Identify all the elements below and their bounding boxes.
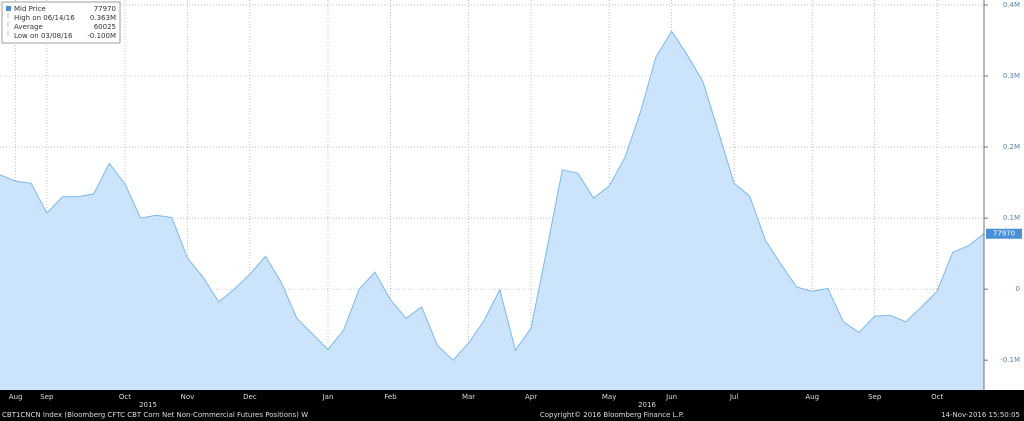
x-tick-label: Sep (40, 393, 54, 401)
area (0, 31, 984, 391)
stat-value: 0.363M (90, 14, 116, 22)
stat-label: Average (14, 23, 43, 31)
x-tick-label: Sep (868, 393, 882, 401)
last-value-label: 77970 (993, 230, 1015, 238)
y-tick-label: 0 (1016, 285, 1020, 293)
x-tick-label: Jul (729, 393, 739, 401)
stat-value: -0.100M (87, 32, 116, 40)
legend-value: 77970 (94, 5, 116, 13)
y-tick-label: 0.4M (1003, 1, 1020, 9)
y-tick-label: -0.1M (1000, 356, 1020, 364)
x-tick-label: Mar (462, 393, 475, 401)
stat-label: High on 06/14/16 (14, 14, 75, 22)
legend-label: Mid Price (14, 5, 46, 13)
year-label: 2015 (139, 401, 157, 409)
year-label: 2016 (638, 401, 656, 409)
footer-right: 14-Nov-2016 15:50:05 (941, 411, 1020, 419)
line (0, 30, 985, 361)
x-tick-label: Aug (805, 393, 819, 401)
stat-value: 60025 (94, 23, 116, 31)
y-tick-label: 0.2M (1003, 143, 1020, 151)
y-tick-label: 0.3M (1003, 72, 1020, 80)
x-tick-label: Oct (931, 393, 943, 401)
x-tick-label: Dec (243, 393, 257, 401)
last-value-tag (986, 228, 1022, 239)
legend-swatch (6, 6, 11, 11)
legend-box (1, 1, 121, 44)
x-tick-label: Feb (384, 393, 397, 401)
footer-left: CBT1CNCN Index (Bloomberg CFTC CBT Corn … (2, 411, 308, 419)
x-tick-label: Oct (119, 393, 131, 401)
x-tick-label: Jun (665, 393, 677, 401)
x-tick-label: Nov (181, 393, 195, 401)
x-tick-label: Jan (322, 393, 334, 401)
x-tick-label: Aug (9, 393, 23, 401)
stat-label: Low on 03/08/16 (14, 32, 73, 40)
y-tick-label: 0.1M (1003, 214, 1020, 222)
footer-center: Copyright© 2016 Bloomberg Finance L.P. (540, 411, 684, 419)
x-tick-label: Apr (525, 393, 537, 401)
x-tick-label: May (602, 393, 616, 401)
